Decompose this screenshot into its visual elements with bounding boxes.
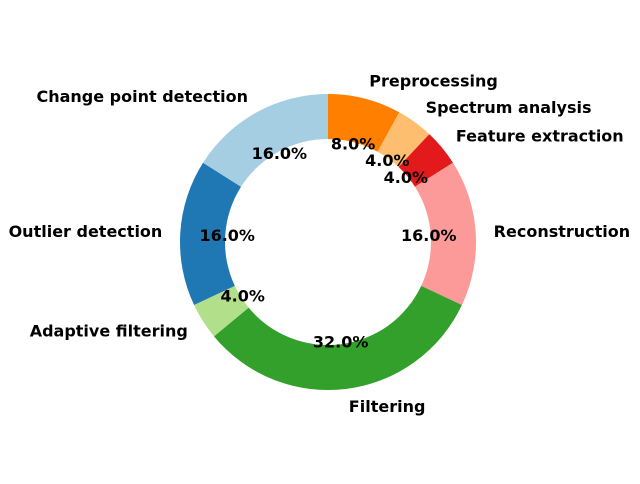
percent-labels-group: 8.0%4.0%4.0%16.0%32.0%4.0%16.0%16.0% [199,135,456,352]
slice-reconstruction [414,162,476,306]
slice-preprocessing [328,94,400,152]
category-label-filtering: Filtering [349,397,426,416]
slices-group [180,94,476,391]
category-label-outlier-detection: Outlier detection [9,222,163,241]
slice-adaptive-filtering [194,285,249,337]
category-label-change-point-detection: Change point detection [36,87,248,106]
slice-change-point-detection [203,94,328,187]
slice-outlier-detection [180,162,242,306]
category-label-reconstruction: Reconstruction [494,222,631,241]
percent-label-preprocessing: 8.0% [331,135,375,154]
category-label-preprocessing: Preprocessing [369,72,498,91]
percent-label-spectrum-analysis: 4.0% [365,151,409,170]
slice-filtering [213,285,462,391]
percent-label-feature-extraction: 4.0% [384,168,428,187]
percent-label-reconstruction: 16.0% [401,226,457,245]
percent-label-filtering: 32.0% [313,333,369,352]
slice-feature-extraction [398,134,453,187]
percent-label-change-point-detection: 16.0% [252,144,308,163]
percent-label-adaptive-filtering: 4.0% [221,287,265,306]
category-labels-group: Preprocessing Spectrum analysis Feature ex… [9,72,631,416]
percent-label-outlier-detection: 16.0% [199,226,255,245]
category-label-feature-extraction: Feature extraction [456,127,624,146]
category-label-spectrum-analysis: Spectrum analysis [426,98,592,117]
category-label-adaptive-filtering: Adaptive filtering [30,321,188,340]
slice-spectrum-analysis [377,112,430,167]
